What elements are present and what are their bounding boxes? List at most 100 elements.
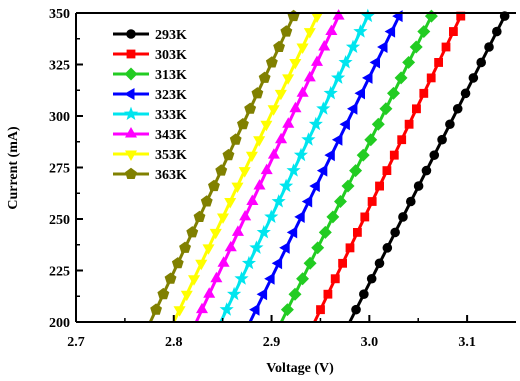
data-point bbox=[215, 164, 228, 176]
legend-item: 363K bbox=[113, 167, 187, 183]
data-point bbox=[157, 287, 170, 300]
data-point bbox=[196, 302, 208, 314]
legend-label: 303K bbox=[155, 48, 187, 63]
data-point bbox=[256, 288, 268, 301]
legend-label: 293K bbox=[155, 28, 187, 43]
data-point bbox=[452, 103, 463, 114]
data-point bbox=[449, 27, 458, 36]
data-point bbox=[353, 24, 368, 38]
data-point bbox=[238, 167, 251, 178]
data-point bbox=[231, 182, 244, 193]
data-point bbox=[208, 179, 220, 192]
legend-item: 293K bbox=[113, 28, 187, 43]
data-point bbox=[303, 256, 317, 270]
data-point bbox=[379, 102, 393, 116]
data-point bbox=[316, 164, 328, 177]
data-point bbox=[267, 148, 280, 159]
series-323K bbox=[248, 10, 403, 323]
data-point bbox=[316, 305, 325, 315]
data-point bbox=[275, 132, 288, 144]
data-point bbox=[413, 181, 424, 191]
data-point bbox=[301, 132, 316, 146]
data-point bbox=[387, 86, 400, 100]
data-point bbox=[354, 87, 365, 100]
axes: 2.7 2.8 2.9 3.0 3.1 200 225 250 275 300 325 350 bbox=[49, 7, 516, 350]
data-point bbox=[301, 195, 313, 208]
legend-item: 353K bbox=[113, 148, 187, 163]
legend-item: 343K bbox=[113, 127, 187, 143]
data-point bbox=[404, 119, 414, 129]
data-point bbox=[309, 180, 320, 193]
data-point bbox=[434, 58, 443, 67]
data-point bbox=[280, 25, 293, 37]
data-point bbox=[209, 228, 222, 240]
plot-marks bbox=[148, 8, 510, 323]
data-point bbox=[405, 196, 416, 207]
data-point bbox=[256, 224, 271, 239]
data-point bbox=[318, 225, 332, 239]
data-point bbox=[324, 149, 335, 162]
data-point bbox=[234, 271, 249, 285]
data-point bbox=[492, 26, 502, 37]
data-point bbox=[326, 210, 340, 224]
data-point bbox=[271, 194, 286, 208]
legend-marker bbox=[124, 67, 138, 81]
data-point bbox=[394, 71, 408, 85]
data-point bbox=[419, 88, 429, 98]
data-point bbox=[417, 25, 431, 38]
data-point bbox=[244, 102, 257, 114]
data-point bbox=[382, 243, 393, 253]
y-tick-label: 325 bbox=[49, 59, 70, 74]
data-point bbox=[253, 179, 266, 190]
data-point bbox=[325, 24, 338, 35]
data-point bbox=[445, 119, 455, 130]
series-343K bbox=[194, 9, 345, 323]
data-point bbox=[341, 179, 355, 193]
data-point bbox=[424, 9, 438, 23]
data-point bbox=[351, 304, 361, 315]
data-point bbox=[353, 228, 362, 237]
data-point bbox=[273, 40, 285, 52]
data-point bbox=[323, 85, 338, 100]
data-point bbox=[349, 164, 363, 178]
data-point bbox=[375, 181, 384, 191]
data-point bbox=[203, 287, 216, 298]
legend-item: 333K bbox=[113, 106, 187, 123]
data-point bbox=[249, 303, 260, 316]
data-point bbox=[286, 226, 298, 239]
data-point bbox=[150, 303, 162, 315]
data-point bbox=[360, 212, 370, 222]
legend-item: 303K bbox=[113, 48, 187, 63]
y-axis-title: Current (mA) bbox=[6, 126, 21, 210]
legend-marker bbox=[126, 49, 136, 59]
y-tick-label: 200 bbox=[49, 316, 70, 331]
legend-marker bbox=[126, 29, 136, 39]
data-point bbox=[293, 147, 308, 162]
series-293K bbox=[348, 11, 510, 323]
data-point bbox=[264, 272, 275, 285]
data-point bbox=[180, 290, 193, 302]
y-tick-label: 225 bbox=[49, 265, 70, 280]
data-point bbox=[338, 258, 347, 268]
data-point bbox=[286, 163, 301, 177]
data-point bbox=[360, 8, 375, 23]
data-point bbox=[330, 274, 340, 284]
x-tick-label: 2.9 bbox=[263, 335, 281, 350]
data-point bbox=[282, 74, 295, 85]
data-point bbox=[260, 163, 273, 175]
data-point bbox=[460, 88, 471, 99]
data-point bbox=[279, 178, 294, 193]
data-point bbox=[398, 212, 408, 222]
data-point bbox=[369, 56, 380, 69]
x-axis-title: Voltage (V) bbox=[266, 361, 334, 376]
y-tick-label: 250 bbox=[49, 213, 70, 228]
data-point bbox=[294, 210, 305, 223]
y-tick-label: 300 bbox=[49, 110, 70, 125]
x-tick-label: 3.0 bbox=[361, 335, 379, 350]
data-point bbox=[202, 244, 215, 255]
legend-label: 353K bbox=[155, 148, 187, 163]
data-point bbox=[311, 55, 323, 66]
data-point bbox=[367, 197, 377, 206]
data-point bbox=[289, 101, 302, 113]
data-point bbox=[258, 71, 271, 83]
